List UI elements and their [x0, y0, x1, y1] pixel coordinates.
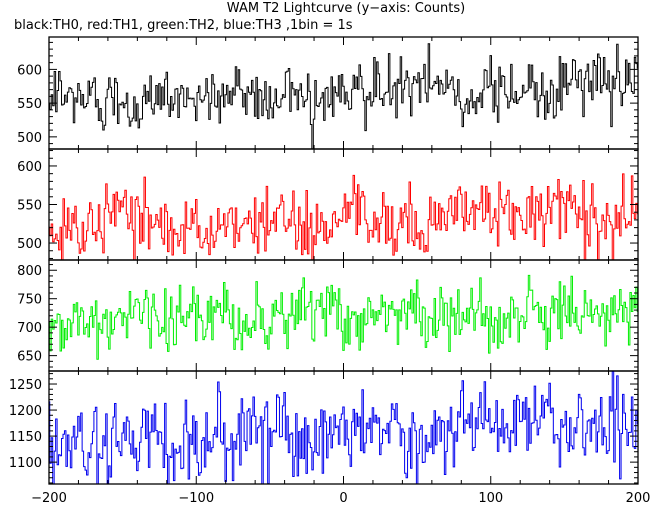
panel-frame [48, 148, 639, 261]
y-tick-label: 550 [17, 97, 42, 112]
panel-frame [48, 370, 639, 485]
y-tick-label: 600 [17, 160, 42, 175]
y-tick-label: 1200 [9, 404, 42, 419]
panel-th2: 650 700 750 800 [17, 259, 639, 372]
series-line-th2 [49, 274, 638, 360]
chart-subtitle: black:TH0, red:TH1, green:TH2, blue:TH3 … [14, 18, 353, 33]
x-tick-label: −100 [178, 491, 214, 505]
panel-th3: 1100 1150 1200 1250 [9, 370, 639, 485]
x-tick-label: 0 [339, 491, 347, 505]
y-tick-label: 1150 [9, 430, 42, 445]
y-tick-label: 750 [17, 293, 42, 308]
series-line-th1 [49, 173, 638, 260]
x-tick-label: 100 [478, 491, 503, 505]
y-tick-label: 800 [17, 264, 42, 279]
panel-frame [48, 36, 639, 150]
y-tick-label: 500 [17, 237, 42, 252]
panels-layer: 500 550 600 500 550 600 650 700 750 800 1100 1150 12… [9, 36, 651, 505]
series-line-th3 [49, 371, 638, 484]
y-tick-label: 600 [17, 63, 42, 78]
panel-frame [48, 259, 639, 372]
chart-title: WAM T2 Lightcurve (y−axis: Counts) [227, 1, 465, 16]
y-tick-label: 650 [17, 350, 42, 365]
x-tick-label: 200 [626, 491, 651, 505]
series-line-th0 [49, 43, 638, 149]
x-tick-label: −200 [31, 491, 67, 505]
y-tick-label: 1250 [9, 378, 42, 393]
y-tick-label: 550 [17, 199, 42, 214]
y-tick-label: 1100 [9, 456, 42, 471]
y-tick-label: 500 [17, 131, 42, 146]
panel-th0: 500 550 600 [17, 36, 639, 150]
y-tick-label: 700 [17, 321, 42, 336]
panel-th1: 500 550 600 [17, 148, 639, 261]
